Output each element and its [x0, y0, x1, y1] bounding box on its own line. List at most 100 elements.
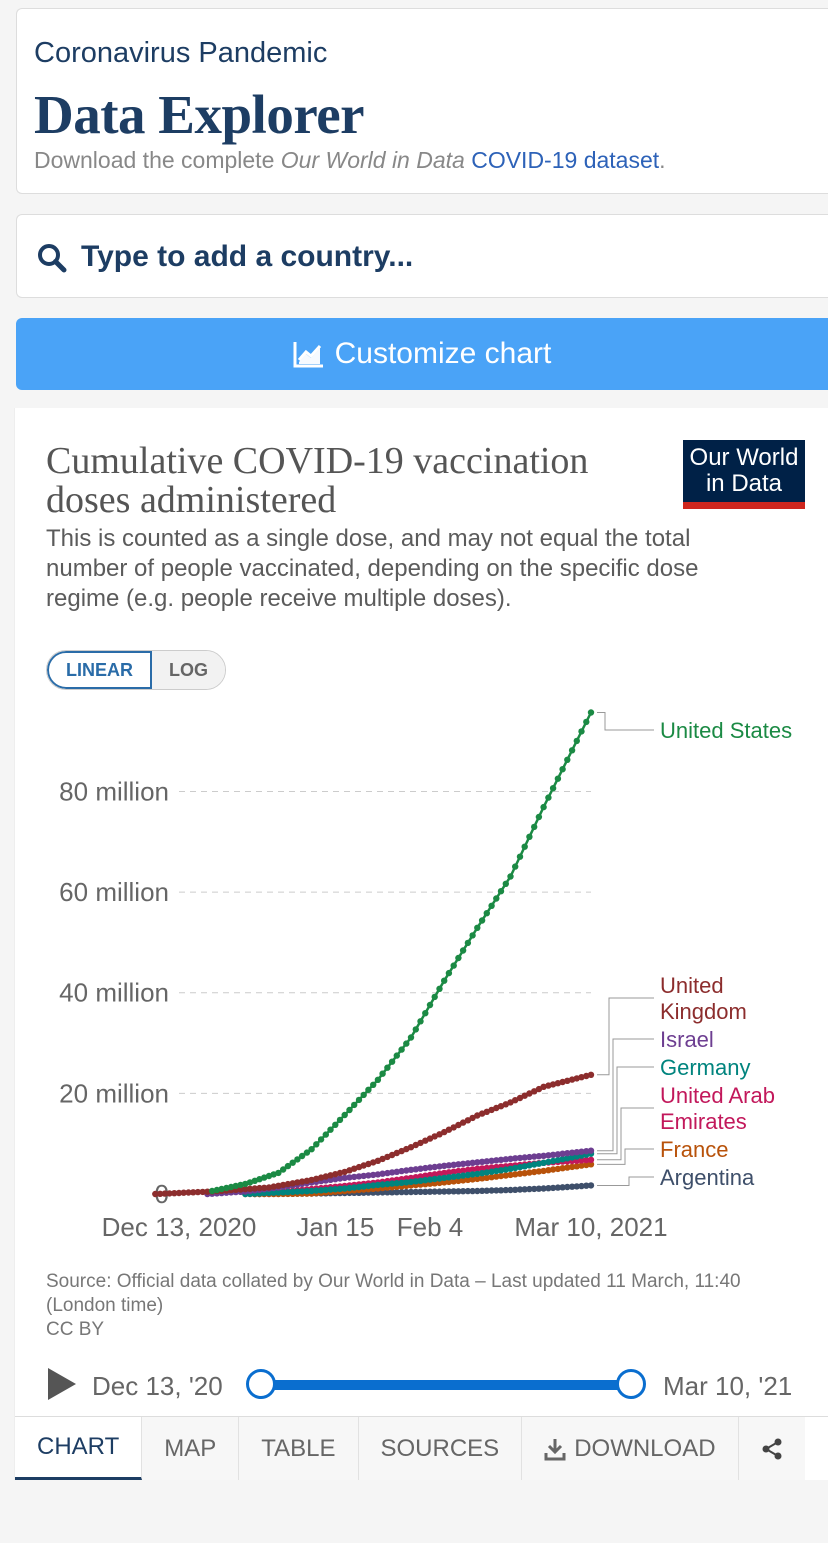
data-point [171, 1190, 178, 1197]
data-point [398, 1188, 405, 1196]
data-point [464, 1166, 472, 1174]
series-label[interactable]: Israel [660, 1027, 714, 1052]
data-point [384, 1180, 391, 1188]
x-tick-label: Jan 15 [296, 1212, 374, 1242]
search-icon [38, 244, 67, 273]
data-point [554, 775, 562, 782]
series-label[interactable]: Germany [660, 1055, 750, 1080]
data-point [526, 1090, 533, 1097]
data-point [474, 1187, 481, 1195]
data-point [313, 1187, 320, 1194]
data-point [441, 1179, 448, 1186]
data-point [284, 1180, 292, 1188]
description-text: Download the complete [34, 147, 281, 173]
data-point [303, 1188, 311, 1195]
data-point [545, 1185, 552, 1192]
play-icon[interactable] [48, 1368, 76, 1400]
search-input[interactable]: Type to add a country... [81, 240, 414, 273]
data-point [199, 1188, 206, 1196]
timeline: Dec 13, '20 Mar 10, '21 [15, 1363, 828, 1407]
data-point [450, 1178, 457, 1185]
timeline-start-handle[interactable] [246, 1369, 276, 1399]
series-label[interactable]: United Arab Emirates [660, 1083, 775, 1134]
data-point [251, 1185, 258, 1192]
customize-chart-button[interactable]: Customize chart [16, 318, 828, 390]
data-point [478, 1187, 486, 1194]
data-point [583, 1156, 590, 1164]
data-point [322, 1186, 329, 1194]
data-point [497, 1103, 505, 1110]
timeline-end-handle[interactable] [616, 1369, 646, 1399]
data-point [379, 1170, 386, 1177]
data-point [455, 954, 462, 962]
data-point [469, 1171, 476, 1178]
data-point [426, 1176, 434, 1183]
data-point [459, 1177, 467, 1184]
data-point [275, 1182, 282, 1189]
data-point [355, 1183, 363, 1191]
series-label[interactable]: Argentina [660, 1165, 755, 1190]
data-point [497, 1156, 505, 1163]
data-point [308, 1187, 315, 1195]
owid-logo[interactable]: Our World in Data [683, 440, 805, 509]
data-point [587, 709, 595, 716]
scale-toggle[interactable]: LINEAR LOG [46, 650, 226, 690]
tab-chart[interactable]: CHART [15, 1417, 143, 1480]
tab-sources[interactable]: SOURCES [358, 1417, 523, 1480]
data-point [417, 1139, 424, 1147]
data-point [398, 1046, 405, 1053]
download-icon [544, 1438, 566, 1460]
data-point [459, 1119, 467, 1126]
data-point [493, 895, 500, 902]
tab-download-label: DOWNLOAD [574, 1434, 716, 1462]
scale-log-button[interactable]: LOG [152, 651, 225, 689]
data-point [284, 1188, 292, 1196]
data-point [469, 1176, 476, 1183]
data-point [441, 1188, 448, 1195]
data-point [531, 1153, 538, 1160]
data-point [450, 1161, 457, 1168]
data-point [422, 1164, 429, 1172]
country-search[interactable]: Type to add a country... [16, 214, 828, 298]
tab-map[interactable]: MAP [142, 1417, 240, 1480]
tab-download[interactable]: DOWNLOAD [522, 1417, 739, 1480]
data-point [393, 1180, 400, 1187]
data-point [469, 1114, 476, 1122]
data-point [317, 1136, 325, 1143]
series-label[interactable]: United Kingdom [660, 973, 747, 1024]
dataset-link[interactable]: COVID-19 dataset [471, 147, 660, 173]
timeline-track[interactable] [260, 1380, 632, 1390]
logo-line-2: in Data [705, 470, 783, 497]
data-point [549, 1081, 557, 1088]
series-label[interactable]: United States [660, 718, 792, 743]
data-point [436, 1163, 443, 1170]
data-point [407, 1144, 415, 1151]
data-point [341, 1111, 348, 1119]
data-point [535, 1185, 543, 1192]
data-point [370, 1171, 377, 1179]
data-point [450, 962, 457, 969]
tab-table[interactable]: TABLE [239, 1417, 359, 1480]
y-tick-label: 60 million [59, 877, 169, 907]
data-point [412, 1026, 419, 1033]
data-point [483, 1108, 490, 1115]
tab-share[interactable] [738, 1417, 805, 1480]
data-point [289, 1159, 296, 1166]
data-point [573, 1183, 580, 1190]
data-point [346, 1184, 353, 1192]
data-point [564, 1164, 571, 1171]
chart-tabs: CHART MAP TABLE SOURCES DOWNLOAD [15, 1416, 828, 1480]
series-label[interactable]: France [660, 1137, 728, 1162]
data-point [497, 888, 505, 895]
data-point [488, 1168, 495, 1175]
data-point [284, 1162, 292, 1170]
data-point [351, 1101, 358, 1109]
data-point [280, 1181, 287, 1189]
data-point [564, 1150, 571, 1157]
data-point [398, 1179, 405, 1186]
scale-linear-button[interactable]: LINEAR [47, 651, 152, 689]
data-point [156, 1190, 164, 1197]
license-link[interactable]: CC BY [46, 1319, 105, 1340]
